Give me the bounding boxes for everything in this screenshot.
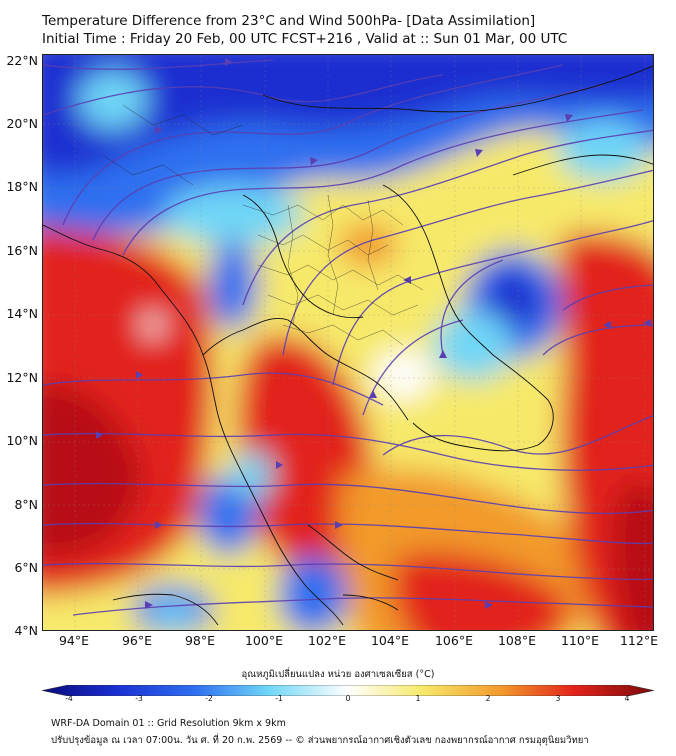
- lon-label: 98°E: [184, 633, 216, 648]
- colorbar-tick: 2: [485, 694, 491, 703]
- colorbar-tick: -2: [205, 694, 213, 703]
- coastlines: [43, 65, 653, 626]
- colorbar-tick: -4: [65, 694, 73, 703]
- lon-label: 94°E: [58, 633, 90, 648]
- lat-label: 8°N: [14, 497, 38, 512]
- provincial-borders: [102, 104, 424, 346]
- lon-label: 106°E: [434, 633, 473, 648]
- lat-label: 12°N: [6, 370, 38, 385]
- colorbar-tick: 0: [345, 694, 351, 703]
- map-title: Temperature Difference from 23°C and Win…: [42, 12, 567, 48]
- lat-label: 14°N: [6, 306, 38, 321]
- lon-label: 96°E: [121, 633, 153, 648]
- lon-label: 102°E: [307, 633, 346, 648]
- temperature-wind-map[interactable]: [42, 54, 654, 631]
- lat-label: 10°N: [6, 433, 38, 448]
- lat-label: 22°N: [6, 53, 38, 68]
- lat-label: 16°N: [6, 243, 38, 258]
- lon-label: 112°E: [619, 633, 658, 648]
- colorbar-tick: -3: [135, 694, 143, 703]
- colorbar-tick: 3: [555, 694, 561, 703]
- wind-arrows: [96, 58, 651, 609]
- colorbar-tick: 4: [624, 694, 630, 703]
- temperature-field: [43, 55, 653, 630]
- graticule: [43, 55, 653, 630]
- lat-label: 20°N: [6, 116, 38, 131]
- colorbar-title: อุณหภูมิเปลี่ยนแปลง หน่วย องศาเซลเซียส (…: [241, 669, 435, 680]
- footer-credit: ปรับปรุงข้อมูล ณ เวลา 07:00น. วัน ศ. ที่…: [51, 735, 589, 746]
- colorbar-tick: -1: [275, 694, 283, 703]
- lon-label: 104°E: [370, 633, 409, 648]
- title-line-2: Initial Time : Friday 20 Feb, 00 UTC FCS…: [42, 31, 568, 47]
- title-line-1: Temperature Difference from 23°C and Win…: [42, 13, 536, 29]
- lat-label: 4°N: [14, 623, 38, 638]
- lat-label: 18°N: [6, 179, 38, 194]
- colorbar-tick: 1: [415, 694, 421, 703]
- lat-label: 6°N: [14, 560, 38, 575]
- lon-label: 100°E: [244, 633, 283, 648]
- lon-label: 110°E: [560, 633, 599, 648]
- footer-model-info: WRF-DA Domain 01 :: Grid Resolution 9km …: [51, 718, 286, 729]
- lon-label: 108°E: [497, 633, 536, 648]
- colorbar: [41, 681, 655, 697]
